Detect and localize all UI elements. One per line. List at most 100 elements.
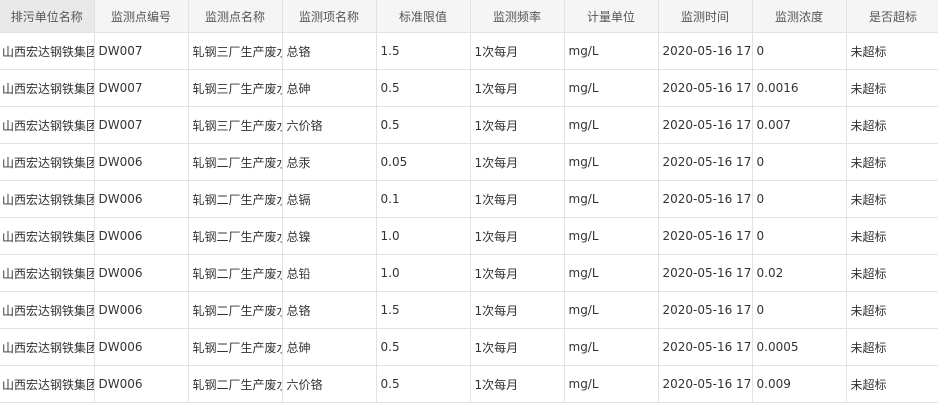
column-header-frequency[interactable]: 监测频率 xyxy=(469,0,565,33)
table-row[interactable]: 山西宏达钢铁集团 DW007 轧钢三厂生产废水 总砷 0.5 1次每月 mg/L 2020-0… xyxy=(0,69,938,107)
cell-item-name: 六价铬 xyxy=(281,365,377,403)
cell-company-name: 山西宏达钢铁集团 xyxy=(0,254,95,292)
table-row[interactable]: 山西宏达钢铁集团 DW006 轧钢二厂生产废水 总镍 1.0 1次每月 mg/L 2020-0… xyxy=(0,217,938,255)
table-row[interactable]: 山西宏达钢铁集团 DW007 轧钢三厂生产废水 总铬 1.5 1次每月 mg/L 2020-0… xyxy=(0,32,938,70)
cell-standard-limit: 0.05 xyxy=(375,143,471,181)
cell-point-name: 轧钢二厂生产废水 xyxy=(187,254,283,292)
table-header-row: 排污单位名称 监测点编号 监测点名称 监测项名称 标准限值 监测频率 计量单位 监测时间 监测浓… xyxy=(0,0,938,33)
cell-concentration: 0 xyxy=(751,291,847,329)
cell-concentration: 0.0016 xyxy=(751,69,847,107)
cell-standard-limit: 0.1 xyxy=(375,180,471,218)
cell-exceed-status: 未超标 xyxy=(845,143,938,181)
cell-point-name: 轧钢二厂生产废水 xyxy=(187,143,283,181)
cell-unit: mg/L xyxy=(563,291,659,329)
cell-frequency: 1次每月 xyxy=(469,180,565,218)
column-header-point-name[interactable]: 监测点名称 xyxy=(187,0,283,33)
cell-point-code: DW006 xyxy=(93,143,189,181)
cell-item-name: 总铅 xyxy=(281,254,377,292)
cell-exceed-status: 未超标 xyxy=(845,106,938,144)
cell-unit: mg/L xyxy=(563,106,659,144)
column-header-point-code[interactable]: 监测点编号 xyxy=(93,0,189,33)
cell-monitor-time: 2020-05-16 17:1 xyxy=(657,106,753,144)
table-row[interactable]: 山西宏达钢铁集团 DW006 轧钢二厂生产废水 总砷 0.5 1次每月 mg/L 2020-0… xyxy=(0,328,938,366)
column-header-unit[interactable]: 计量单位 xyxy=(563,0,659,33)
cell-unit: mg/L xyxy=(563,180,659,218)
cell-item-name: 总铬 xyxy=(281,32,377,70)
cell-exceed-status: 未超标 xyxy=(845,180,938,218)
cell-frequency: 1次每月 xyxy=(469,365,565,403)
column-header-monitor-time[interactable]: 监测时间 xyxy=(657,0,753,33)
cell-exceed-status: 未超标 xyxy=(845,32,938,70)
cell-monitor-time: 2020-05-16 17:1 xyxy=(657,328,753,366)
cell-company-name: 山西宏达钢铁集团 xyxy=(0,69,95,107)
cell-company-name: 山西宏达钢铁集团 xyxy=(0,291,95,329)
cell-exceed-status: 未超标 xyxy=(845,365,938,403)
cell-item-name: 总砷 xyxy=(281,328,377,366)
cell-company-name: 山西宏达钢铁集团 xyxy=(0,217,95,255)
cell-monitor-time: 2020-05-16 17:1 xyxy=(657,365,753,403)
table-row[interactable]: 山西宏达钢铁集团 DW006 轧钢二厂生产废水 六价铬 0.5 1次每月 mg/L 2020-… xyxy=(0,365,938,403)
cell-unit: mg/L xyxy=(563,32,659,70)
cell-item-name: 总铬 xyxy=(281,291,377,329)
cell-point-code: DW006 xyxy=(93,180,189,218)
cell-unit: mg/L xyxy=(563,217,659,255)
table-row[interactable]: 山西宏达钢铁集团 DW007 轧钢三厂生产废水 六价铬 0.5 1次每月 mg/L 2020-… xyxy=(0,106,938,144)
cell-concentration: 0.007 xyxy=(751,106,847,144)
cell-point-name: 轧钢二厂生产废水 xyxy=(187,328,283,366)
cell-concentration: 0.0005 xyxy=(751,328,847,366)
cell-company-name: 山西宏达钢铁集团 xyxy=(0,143,95,181)
cell-standard-limit: 0.5 xyxy=(375,69,471,107)
column-header-standard-limit[interactable]: 标准限值 xyxy=(375,0,471,33)
cell-frequency: 1次每月 xyxy=(469,106,565,144)
cell-item-name: 总砷 xyxy=(281,69,377,107)
cell-unit: mg/L xyxy=(563,254,659,292)
cell-standard-limit: 1.5 xyxy=(375,291,471,329)
column-header-item-name[interactable]: 监测项名称 xyxy=(281,0,377,33)
cell-concentration: 0.009 xyxy=(751,365,847,403)
column-header-company-name[interactable]: 排污单位名称 xyxy=(0,0,95,33)
column-header-concentration[interactable]: 监测浓度 xyxy=(751,0,847,33)
cell-monitor-time: 2020-05-16 17:1 xyxy=(657,180,753,218)
cell-point-code: DW007 xyxy=(93,69,189,107)
cell-exceed-status: 未超标 xyxy=(845,328,938,366)
cell-company-name: 山西宏达钢铁集团 xyxy=(0,328,95,366)
cell-exceed-status: 未超标 xyxy=(845,69,938,107)
cell-point-code: DW006 xyxy=(93,291,189,329)
cell-unit: mg/L xyxy=(563,69,659,107)
cell-unit: mg/L xyxy=(563,365,659,403)
cell-frequency: 1次每月 xyxy=(469,217,565,255)
cell-standard-limit: 0.5 xyxy=(375,106,471,144)
cell-point-name: 轧钢三厂生产废水 xyxy=(187,69,283,107)
cell-exceed-status: 未超标 xyxy=(845,254,938,292)
cell-point-code: DW006 xyxy=(93,365,189,403)
cell-monitor-time: 2020-05-16 17:1 xyxy=(657,254,753,292)
cell-frequency: 1次每月 xyxy=(469,69,565,107)
cell-item-name: 总镉 xyxy=(281,180,377,218)
cell-point-name: 轧钢二厂生产废水 xyxy=(187,365,283,403)
table-row[interactable]: 山西宏达钢铁集团 DW006 轧钢二厂生产废水 总铬 1.5 1次每月 mg/L 2020-0… xyxy=(0,291,938,329)
cell-item-name: 六价铬 xyxy=(281,106,377,144)
cell-item-name: 总镍 xyxy=(281,217,377,255)
cell-frequency: 1次每月 xyxy=(469,291,565,329)
cell-company-name: 山西宏达钢铁集团 xyxy=(0,365,95,403)
cell-company-name: 山西宏达钢铁集团 xyxy=(0,180,95,218)
table-row[interactable]: 山西宏达钢铁集团 DW006 轧钢二厂生产废水 总镉 0.1 1次每月 mg/L 2020-0… xyxy=(0,180,938,218)
cell-monitor-time: 2020-05-16 17:1 xyxy=(657,32,753,70)
table-row[interactable]: 山西宏达钢铁集团 DW006 轧钢二厂生产废水 总汞 0.05 1次每月 mg/L 2020-… xyxy=(0,143,938,181)
cell-concentration: 0 xyxy=(751,143,847,181)
column-header-exceed-status[interactable]: 是否超标 xyxy=(845,0,938,33)
cell-standard-limit: 0.5 xyxy=(375,328,471,366)
cell-concentration: 0.02 xyxy=(751,254,847,292)
cell-point-name: 轧钢二厂生产废水 xyxy=(187,291,283,329)
table-body: 山西宏达钢铁集团 DW007 轧钢三厂生产废水 总铬 1.5 1次每月 mg/L 2020-0… xyxy=(0,32,938,403)
cell-monitor-time: 2020-05-16 17:1 xyxy=(657,143,753,181)
cell-point-code: DW007 xyxy=(93,106,189,144)
cell-standard-limit: 1.5 xyxy=(375,32,471,70)
cell-concentration: 0 xyxy=(751,180,847,218)
cell-frequency: 1次每月 xyxy=(469,32,565,70)
table-row[interactable]: 山西宏达钢铁集团 DW006 轧钢二厂生产废水 总铅 1.0 1次每月 mg/L 2020-0… xyxy=(0,254,938,292)
cell-point-name: 轧钢三厂生产废水 xyxy=(187,106,283,144)
cell-company-name: 山西宏达钢铁集团 xyxy=(0,106,95,144)
cell-monitor-time: 2020-05-16 17:1 xyxy=(657,69,753,107)
